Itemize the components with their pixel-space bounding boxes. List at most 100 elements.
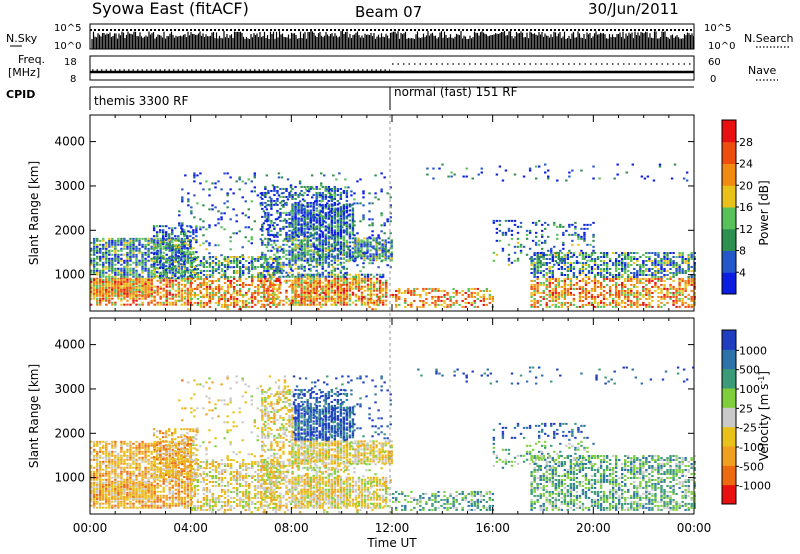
heatmap-cell [291, 197, 294, 200]
heatmap-cell [132, 241, 135, 244]
heatmap-cell [562, 231, 565, 234]
heatmap-cell [183, 263, 186, 266]
heatmap-cell [135, 253, 138, 256]
heatmap-cell [330, 259, 333, 262]
heatmap-cell [654, 289, 657, 292]
heatmap-cell [369, 299, 373, 302]
heatmap-cell [303, 213, 306, 216]
heatmap-cell [196, 297, 200, 300]
heatmap-cell [141, 294, 144, 297]
heatmap-cell [229, 301, 233, 304]
heatmap-cell [269, 285, 272, 288]
heatmap-cell [129, 293, 132, 296]
heatmap-cell [190, 275, 194, 278]
heatmap-cell [407, 287, 410, 290]
heatmap-cell [171, 227, 174, 230]
heatmap-cell [336, 227, 340, 230]
heatmap-cell [132, 261, 135, 264]
heatmap-cell [161, 255, 165, 258]
heatmap-cell [306, 247, 309, 250]
nsearch-tick-bottom: 10^0 [708, 41, 735, 52]
heatmap-cell [593, 283, 597, 286]
heatmap-cell [186, 281, 190, 284]
heatmap-cell [135, 299, 138, 302]
heatmap-cell [584, 262, 588, 264]
heatmap-cell [300, 277, 303, 280]
heatmap-cell [321, 297, 324, 300]
heatmap-cell [152, 241, 156, 244]
heatmap-cell [144, 265, 147, 268]
heatmap-cell [360, 277, 364, 280]
heatmap-cell [318, 301, 321, 304]
heatmap-cell [217, 263, 221, 266]
heatmap-cell [657, 254, 660, 257]
heatmap-cell [602, 262, 606, 264]
heatmap-cell [288, 279, 291, 282]
heatmap-cell [303, 199, 306, 202]
heatmap-cell [342, 289, 346, 292]
heatmap-cell [351, 231, 355, 234]
heatmap-cell [321, 289, 324, 292]
heatmap-cell [557, 252, 560, 255]
heatmap-cell [495, 227, 499, 230]
heatmap-cell [117, 269, 120, 272]
heatmap-cell [264, 237, 267, 240]
heatmap-cell [214, 287, 218, 290]
heatmap-cell [372, 285, 376, 288]
heatmap-cell [648, 289, 651, 292]
heatmap-cell [545, 273, 548, 276]
heatmap-cell [645, 279, 648, 282]
heatmap-cell [141, 237, 144, 240]
heatmap-cell [294, 285, 297, 288]
heatmap-cell [348, 227, 352, 230]
heatmap-cell [111, 277, 114, 280]
heatmap-cell [282, 261, 285, 264]
heatmap-cell [144, 247, 147, 250]
heatmap-cell [155, 231, 159, 234]
heatmap-cell [404, 297, 407, 300]
heatmap-cell [165, 301, 168, 304]
heatmap-cell [384, 289, 388, 292]
heatmap-cell [336, 209, 340, 212]
heatmap-cell [557, 281, 560, 284]
heatmap-cell [345, 225, 349, 228]
heatmap-cell [553, 251, 556, 254]
heatmap-cell [482, 303, 485, 306]
heatmap-cell [257, 258, 260, 261]
heatmap-cell [315, 251, 318, 254]
heatmap-cell [285, 213, 288, 216]
heatmap-cell [312, 275, 315, 278]
heatmap-cell [630, 277, 633, 280]
heatmap-cell [248, 275, 251, 278]
heatmap-cell [485, 289, 489, 292]
heatmap-cell [449, 297, 452, 300]
heatmap-cell [260, 299, 263, 302]
heatmap-cell [330, 195, 333, 198]
heatmap-cell [536, 299, 539, 302]
heatmap-cell [275, 293, 278, 296]
heatmap-cell [273, 253, 276, 256]
heatmap-cell [642, 273, 645, 276]
heatmap-cell [171, 255, 174, 258]
heatmap-cell [297, 257, 300, 260]
heatmap-cell [161, 231, 165, 234]
heatmap-cell [621, 269, 624, 272]
heatmap-cell [551, 265, 554, 268]
heatmap-cell [642, 289, 645, 292]
heatmap-cell [351, 287, 355, 290]
heatmap-cell [315, 225, 318, 228]
heatmap-cell [273, 283, 276, 286]
heatmap-cell [186, 247, 189, 250]
heatmap-cell [147, 267, 150, 270]
heatmap-cell [369, 297, 373, 300]
heatmap-cell [342, 301, 346, 304]
heatmap-cell [342, 253, 346, 256]
heatmap-cell [440, 303, 443, 306]
heatmap-cell [542, 258, 545, 261]
heatmap-cell [563, 291, 567, 294]
heatmap-cell [180, 277, 183, 280]
heatmap-cell [351, 215, 355, 218]
heatmap-cell [285, 289, 288, 292]
heatmap-cell [381, 299, 385, 302]
heatmap-cell [263, 279, 266, 282]
